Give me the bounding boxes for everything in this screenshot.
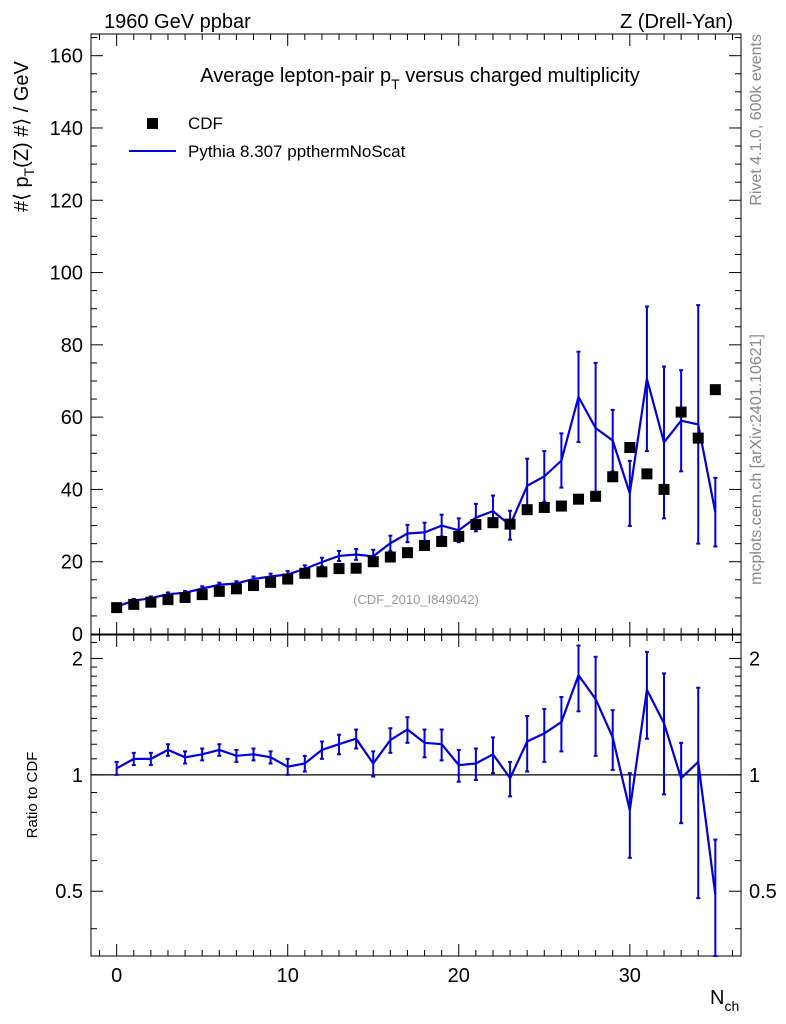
y-tick-label: 0: [72, 624, 83, 646]
ratio-tick-label-right: 1: [749, 765, 760, 787]
cdf-data-point: [299, 567, 311, 579]
cdf-data-point: [179, 591, 191, 603]
ratio-y-axis-label: Ratio to CDF: [24, 752, 41, 839]
header-right-label: Z (Drell-Yan): [620, 11, 733, 33]
cdf-data-point: [624, 441, 636, 453]
cdf-data-point: [213, 585, 225, 597]
cdf-data-point: [401, 547, 413, 559]
y-axis-label-main: #⟨ p: [11, 176, 33, 212]
cdf-data-point: [145, 596, 157, 608]
x-axis-label-sub: ch: [724, 998, 739, 1014]
ratio-tick-label-left: 0.5: [55, 881, 83, 903]
legend-cdf-marker: [147, 118, 158, 129]
cdf-data-point: [487, 517, 499, 529]
cdf-data-point: [162, 594, 174, 606]
main-y-tick-labels: 0 20 40 60 80 100 120 140 160: [50, 46, 83, 646]
cdf-data-point: [248, 580, 259, 592]
pythia-series-line: [116, 378, 717, 608]
cdf-data-point: [196, 589, 208, 601]
cdf-data-point: [692, 432, 704, 444]
cdf-data-point: [316, 566, 328, 578]
cdf-data-point: [521, 504, 533, 516]
y-tick-label: 60: [61, 407, 83, 429]
y-tick-label: 140: [50, 118, 83, 140]
ratio-data-layer: [91, 644, 741, 957]
main-data-layer: [111, 304, 721, 614]
cdf-data-point: [709, 384, 721, 396]
analysis-label: (CDF_2010_I849042): [353, 592, 479, 607]
chart-title-main: Average lepton-pair p: [200, 65, 391, 87]
cdf-data-point: [555, 500, 567, 512]
cdf-data-point: [658, 483, 670, 495]
x-axis-label-main: N: [710, 987, 724, 1009]
ratio-ticks: 0.5 0.5 1 1 2 2: [55, 635, 777, 956]
y-tick-label: 160: [50, 46, 83, 68]
cdf-data-point: [470, 518, 482, 530]
cdf-data-point: [367, 556, 379, 568]
cdf-data-point: [504, 518, 516, 530]
cdf-data-point: [573, 493, 584, 505]
y-axis-label: #⟨ pT(Z) #⟩ / GeV: [11, 60, 37, 212]
x-tick-labels: 0 10 20 30: [111, 965, 641, 987]
mcplots-label: mcplots.cern.ch [arXiv:2401.10621]: [748, 334, 765, 585]
cdf-data-point: [675, 406, 687, 418]
cdf-data-point: [641, 468, 653, 480]
y-tick-label: 100: [50, 263, 83, 285]
y-axis-label-sub: T: [21, 167, 37, 176]
legend: CDF Pythia 8.307 ppthermNoScat: [129, 114, 406, 161]
cdf-data-point: [453, 530, 465, 542]
legend-pythia-label: Pythia 8.307 ppthermNoScat: [188, 142, 406, 161]
cdf-data-point: [590, 490, 602, 502]
y-axis-label-tail: (Z) #⟩ / GeV: [11, 60, 33, 167]
x-tick-label: 20: [448, 965, 470, 987]
cdf-data-point: [265, 576, 277, 588]
cdf-data-point: [230, 583, 242, 595]
cdf-data-point: [384, 551, 396, 563]
legend-cdf-label: CDF: [188, 114, 223, 133]
ratio-tick-label-right: 2: [749, 648, 760, 670]
cdf-data-point: [128, 598, 140, 610]
y-tick-label: 120: [50, 190, 83, 212]
ratio-plot-frame: [90, 634, 742, 957]
cdf-data-point: [419, 539, 431, 551]
header-left-label: 1960 GeV ppbar: [104, 11, 251, 33]
chart-title-sub: T: [391, 76, 400, 92]
main-ticks: [91, 34, 741, 635]
ratio-tick-label-left: 1: [72, 765, 83, 787]
chart-title: Average lepton-pair pT versus charged mu…: [200, 65, 640, 92]
rivet-version-label: Rivet 4.1.0, 600k events: [748, 34, 765, 206]
y-tick-label: 40: [61, 479, 83, 501]
cdf-data-point: [436, 535, 448, 547]
y-tick-label: 80: [61, 335, 83, 357]
y-tick-label: 20: [61, 552, 83, 574]
x-tick-label: 0: [111, 965, 122, 987]
cdf-data-point: [333, 563, 345, 575]
ratio-series-line: [116, 672, 717, 895]
cdf-data-point: [607, 471, 619, 483]
cdf-data-point: [111, 602, 123, 614]
x-tick-label: 30: [619, 965, 641, 987]
x-tick-label: 10: [277, 965, 299, 987]
cdf-data-point: [350, 562, 362, 574]
main-plot-frame: [90, 33, 742, 635]
cdf-data-point: [538, 501, 550, 513]
chart-title-tail: versus charged multiplicity: [400, 65, 640, 87]
ratio-tick-label-right: 0.5: [749, 881, 777, 903]
x-axis-label: Nch: [710, 987, 739, 1014]
ratio-tick-label-left: 2: [72, 648, 83, 670]
cdf-data-point: [282, 573, 294, 585]
